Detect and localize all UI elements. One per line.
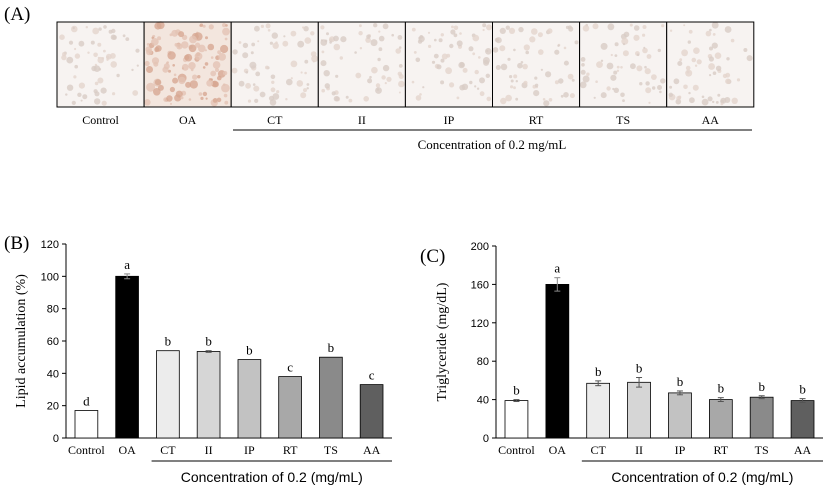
micrograph-label: IP bbox=[444, 113, 455, 127]
y-axis-label: Triglyceride (mg/dL) bbox=[435, 282, 450, 401]
micrograph-strip: Control OA CT II IP RT TS AA bbox=[56, 21, 755, 127]
x-tick-label: RT bbox=[283, 443, 298, 457]
micrograph-oa: OA bbox=[143, 21, 232, 127]
y-tick-label: 20 bbox=[47, 401, 59, 413]
bar-ct bbox=[586, 382, 611, 439]
significance-letter: b bbox=[595, 364, 602, 379]
y-tick-label: 200 bbox=[471, 241, 489, 253]
significance-letter: c bbox=[369, 368, 375, 383]
bar-control bbox=[74, 410, 99, 439]
bar-control bbox=[504, 400, 529, 439]
y-tick-label: 40 bbox=[47, 368, 59, 380]
significance-letter: b bbox=[799, 382, 806, 397]
x-tick-label: IP bbox=[675, 443, 686, 457]
micrograph-ts: TS bbox=[579, 21, 668, 127]
panel-a-label: (A) bbox=[4, 4, 30, 25]
y-tick-label: 100 bbox=[41, 271, 59, 283]
x-tick-label: AA bbox=[363, 443, 381, 457]
panel-a-bracket-text: Concentration of 0.2 mg/mL bbox=[418, 137, 567, 152]
significance-letter: b bbox=[718, 381, 725, 396]
significance-letter: a bbox=[124, 257, 130, 272]
y-tick-label: 160 bbox=[471, 279, 489, 291]
significance-letter: b bbox=[205, 334, 212, 349]
micrograph-label: OA bbox=[179, 113, 197, 127]
micrograph-label: II bbox=[358, 113, 366, 127]
chart-lipid-accumulation: (B) 0 20 40 60 80 100 120 Lipid accumulation (%)… bbox=[4, 233, 392, 485]
x-tick-label: CT bbox=[160, 443, 176, 457]
micrograph-rt: RT bbox=[492, 21, 581, 127]
panel-label: (C) bbox=[420, 246, 445, 267]
chart-triglyceride: (C) 0 40 80 120 160 200 Triglyceride (mg/dL) b Co… bbox=[420, 241, 823, 485]
x-tick-label: IP bbox=[244, 443, 255, 457]
y-tick-label: 80 bbox=[477, 356, 489, 368]
significance-letter: b bbox=[677, 374, 684, 389]
x-tick-label: TS bbox=[755, 443, 769, 457]
y-tick-label: 0 bbox=[483, 433, 489, 445]
x-tick-label: OA bbox=[118, 443, 136, 457]
x-tick-label: AA bbox=[794, 443, 812, 457]
y-tick-label: 120 bbox=[471, 318, 489, 330]
y-axis-label: Lipid accumulation (%) bbox=[14, 274, 29, 408]
significance-letter: b bbox=[246, 343, 253, 358]
bar-ii bbox=[196, 351, 221, 439]
y-tick-label: 120 bbox=[41, 239, 59, 251]
bar-aa bbox=[359, 384, 384, 439]
micrograph-label: TS bbox=[616, 113, 630, 127]
micrograph-ip: IP bbox=[404, 21, 493, 127]
micrograph-control: Control bbox=[56, 21, 145, 127]
y-tick-label: 80 bbox=[47, 304, 59, 316]
x-tick-label: OA bbox=[549, 443, 567, 457]
x-tick-label: II bbox=[205, 443, 213, 457]
micrograph-ii: II bbox=[317, 21, 406, 127]
bar-ts bbox=[319, 356, 343, 439]
x-tick-label: RT bbox=[714, 443, 729, 457]
bar-oa bbox=[545, 283, 570, 439]
significance-letter: b bbox=[513, 383, 520, 398]
significance-letter: a bbox=[554, 261, 560, 276]
panel-label: (B) bbox=[4, 233, 29, 254]
micrograph-image bbox=[405, 22, 493, 107]
x-tick-label: Control bbox=[498, 443, 535, 457]
bar-rt bbox=[709, 399, 733, 439]
micrograph-ct: CT bbox=[230, 21, 319, 127]
micrograph-image bbox=[57, 22, 145, 107]
x-tick-label: CT bbox=[591, 443, 607, 457]
x-tick-label: TS bbox=[324, 443, 338, 457]
micrograph-label: CT bbox=[267, 113, 283, 127]
significance-letter: b bbox=[636, 361, 643, 376]
significance-letter: c bbox=[287, 360, 293, 375]
bar-rt bbox=[278, 376, 302, 439]
bar-ct bbox=[156, 350, 180, 439]
x-tick-label: Control bbox=[68, 443, 105, 457]
bar-ip bbox=[668, 392, 692, 439]
bar-ip bbox=[237, 359, 262, 439]
y-tick-label: 40 bbox=[477, 395, 489, 407]
panel-a: (A) Control OA CT II IP RT TS AA Concentration … bbox=[4, 4, 755, 152]
significance-letter: d bbox=[83, 394, 90, 409]
y-tick-label: 0 bbox=[53, 433, 59, 445]
x-axis-label: Concentration of 0.2 (mg/mL) bbox=[181, 469, 363, 485]
bar-ii bbox=[627, 381, 651, 439]
micrograph-aa: AA bbox=[666, 21, 755, 127]
significance-letter: b bbox=[328, 340, 335, 355]
micrograph-label: AA bbox=[702, 113, 720, 127]
micrograph-label: Control bbox=[82, 113, 119, 127]
x-tick-label: II bbox=[635, 443, 643, 457]
significance-letter: b bbox=[165, 334, 172, 349]
bar-oa bbox=[115, 275, 139, 439]
y-tick-label: 60 bbox=[47, 336, 59, 348]
significance-letter: b bbox=[758, 379, 765, 394]
micrograph-label: RT bbox=[529, 113, 544, 127]
bar-ts bbox=[749, 396, 774, 439]
x-axis-label: Concentration of 0.2 (mg/mL) bbox=[611, 469, 793, 485]
bar-aa bbox=[790, 400, 815, 439]
